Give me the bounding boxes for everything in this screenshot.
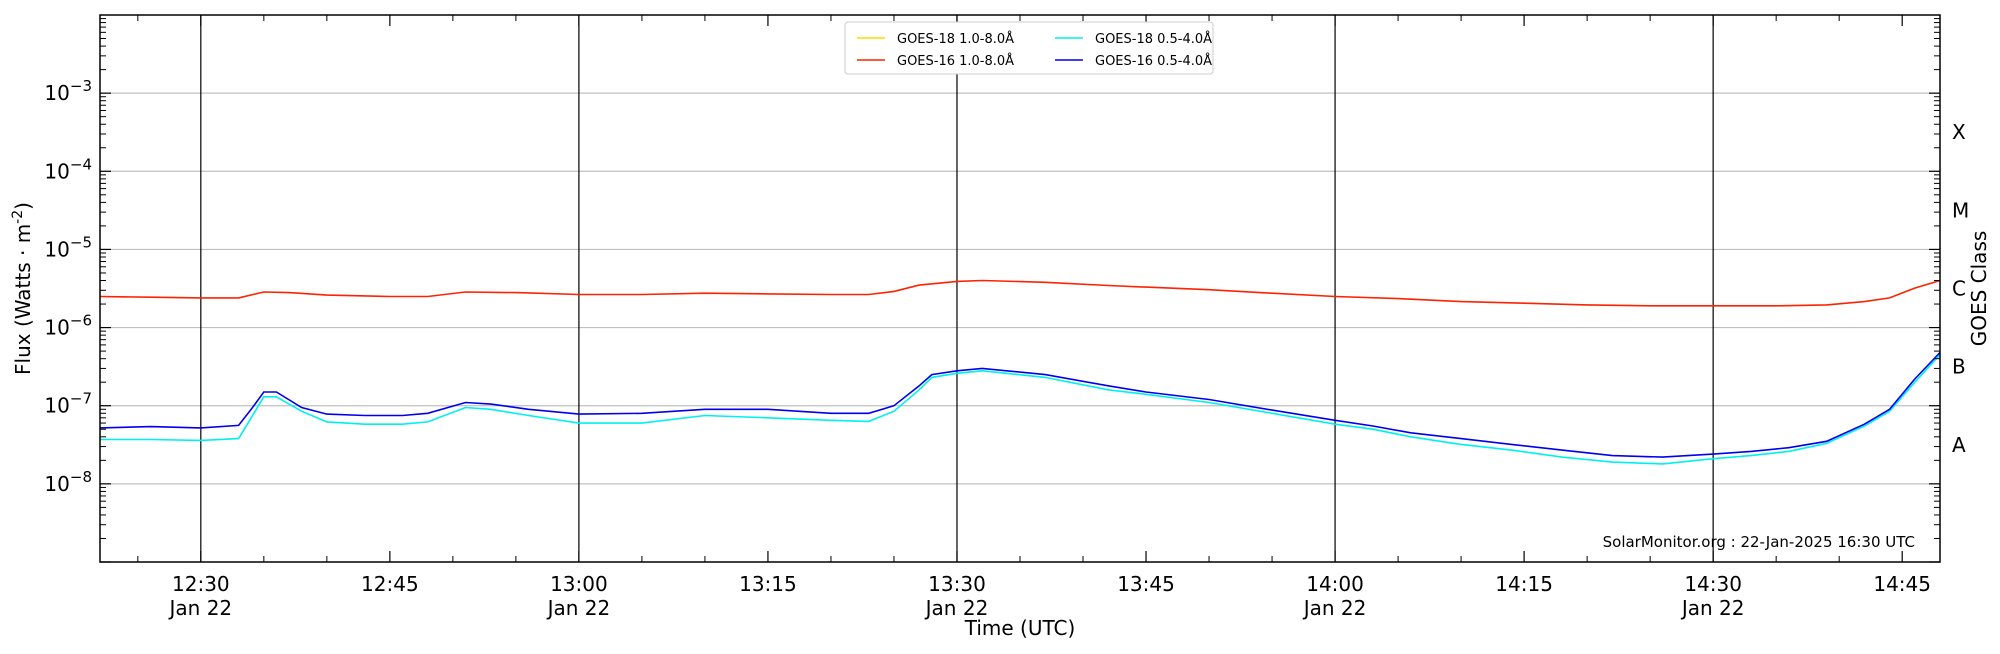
legend-box: [844, 21, 1214, 75]
goes-class-labels: A B C M X: [1952, 120, 1969, 457]
x-tick-label: 14:30: [1684, 572, 1742, 596]
y-axis-title-sup: -2: [10, 210, 26, 224]
x-tick-label: 12:30: [172, 572, 230, 596]
legend-label: GOES-16 0.5-4.0Å: [1095, 53, 1212, 69]
x-tick-label: 13:15: [739, 572, 797, 596]
y-tick-label: 10−4: [44, 155, 92, 183]
x-tick-label: 13:30: [928, 572, 986, 596]
goes-class-label: M: [1952, 198, 1969, 222]
tick-layer: [100, 15, 1940, 563]
x-tick-label: 12:45: [361, 572, 419, 596]
y-tick-label: 10−5: [44, 233, 92, 261]
goes-class-label: B: [1952, 355, 1966, 379]
legend-label: GOES-18 0.5-4.0Å: [1095, 31, 1212, 47]
goes-class-label: A: [1952, 433, 1966, 457]
plot-frame: [99, 14, 1941, 563]
y-tick-label: 10−8: [44, 468, 92, 496]
legend-label: GOES-16 1.0-8.0Å: [897, 53, 1014, 69]
y-axis-title-suffix: ): [11, 202, 35, 210]
y-tick-label: 10−3: [44, 77, 92, 105]
goes-class-label: C: [1952, 277, 1966, 301]
x-tick-date-label: Jan 22: [168, 596, 233, 620]
y-axis-title: Flux (Watts · m-2): [10, 202, 35, 375]
y-tick-labels: 10−8 10−7 10−6 10−5 10−4 10−3: [44, 77, 92, 496]
legend: GOES-18 1.0-8.0Å GOES-16 1.0-8.0Å GOES-18 …: [844, 21, 1214, 75]
credit-text: SolarMonitor.org : 22-Jan-2025 16:30 UTC: [1603, 533, 1915, 551]
x-tick-label: 13:45: [1117, 572, 1175, 596]
y-tick-label: 10−6: [44, 312, 92, 340]
series-line: [100, 354, 1941, 465]
grid-layer: [100, 92, 1940, 485]
series-layer: [99, 279, 1941, 465]
x-tick-date-label: Jan 22: [924, 596, 989, 620]
x-axis-title: Time (UTC): [964, 616, 1076, 640]
x-tick-date-label: Jan 22: [1302, 596, 1367, 620]
goes-class-label: X: [1952, 120, 1966, 144]
legend-label: GOES-18 1.0-8.0Å: [897, 31, 1014, 47]
y-tick-label: 10−7: [44, 390, 92, 418]
series-line: [99, 279, 1941, 307]
x-tick-label: 14:15: [1495, 572, 1553, 596]
x-tick-label: 14:00: [1306, 572, 1364, 596]
x-tick-date-label: Jan 22: [546, 596, 611, 620]
x-tick-label: 13:00: [550, 572, 608, 596]
x-tick-label: 14:45: [1873, 572, 1931, 596]
series-line: [99, 351, 1941, 458]
goes-class-axis-title: GOES Class: [1967, 231, 1991, 347]
x-tick-date-label: Jan 22: [1680, 596, 1745, 620]
vertical-lines-layer: [200, 15, 1714, 562]
y-axis-title-main: Flux (Watts · m: [11, 224, 35, 375]
